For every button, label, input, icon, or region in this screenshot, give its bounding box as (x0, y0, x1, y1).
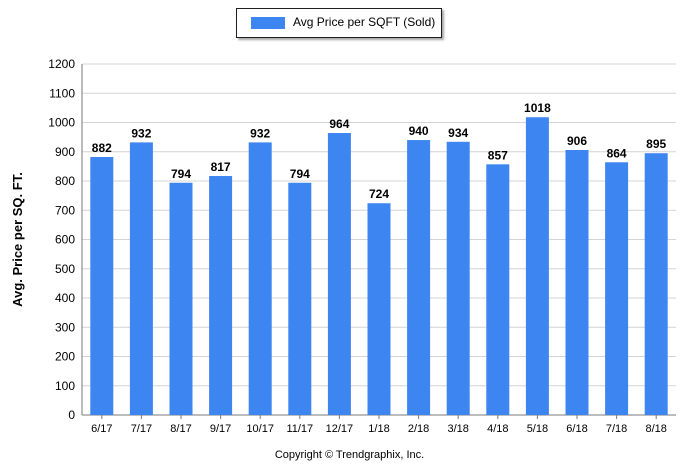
x-tick-label: 5/18 (527, 423, 548, 435)
x-tick-label: 8/17 (170, 423, 191, 435)
bar (169, 182, 193, 415)
bar (90, 157, 114, 415)
y-tick-label: 1200 (48, 57, 75, 71)
x-tick-label: 9/17 (210, 423, 231, 435)
bar (407, 140, 431, 416)
bar (565, 149, 589, 415)
data-label: 934 (448, 126, 468, 140)
y-tick-label: 800 (55, 174, 75, 188)
y-tick-label: 500 (55, 262, 75, 276)
x-tick-label: 3/18 (447, 423, 468, 435)
x-tick-label: 6/18 (566, 423, 587, 435)
bar (605, 162, 629, 415)
bar (644, 153, 668, 415)
legend-swatch (251, 17, 285, 29)
data-label: 724 (369, 187, 389, 201)
x-tick-label: 8/18 (645, 423, 666, 435)
y-tick-label: 600 (55, 233, 75, 247)
data-label: 1018 (524, 101, 551, 115)
bar (209, 176, 233, 415)
bar (367, 203, 391, 415)
data-label: 932 (131, 126, 151, 140)
copyright-text: Copyright © Trendgraphix, Inc. (274, 449, 425, 461)
x-tick-label: 12/17 (326, 423, 354, 435)
legend-label: Avg Price per SQFT (Sold) (293, 15, 436, 29)
data-label: 817 (211, 160, 231, 174)
data-label: 964 (329, 117, 349, 131)
x-tick-label: 7/17 (131, 423, 152, 435)
x-tick-label: 6/17 (91, 423, 112, 435)
data-label: 857 (488, 148, 508, 162)
y-tick-label: 900 (55, 145, 75, 159)
bar (525, 117, 549, 416)
bar (129, 142, 153, 415)
data-label: 932 (250, 126, 270, 140)
y-tick-label: 200 (55, 350, 75, 364)
bar (248, 142, 272, 415)
data-label: 864 (607, 146, 627, 160)
x-tick-label: 2/18 (408, 423, 429, 435)
bar (446, 141, 470, 415)
data-label: 794 (290, 167, 310, 181)
y-tick-label: 700 (55, 203, 75, 217)
data-label: 940 (409, 124, 429, 138)
x-tick-label: 10/17 (246, 423, 274, 435)
y-tick-label: 400 (55, 291, 75, 305)
x-tick-label: 7/18 (606, 423, 627, 435)
bar (327, 133, 351, 415)
y-tick-label: 300 (55, 320, 75, 334)
legend: Avg Price per SQFT (Sold) (236, 8, 442, 38)
y-tick-label: 1100 (49, 86, 75, 100)
y-tick-label: 100 (55, 379, 75, 393)
bar (486, 164, 510, 415)
x-tick-label: 4/18 (487, 423, 508, 435)
y-tick-label: 1000 (48, 116, 75, 130)
data-label: 906 (567, 134, 587, 148)
x-tick-label: 1/18 (368, 423, 389, 435)
data-label: 794 (171, 167, 191, 181)
bar (288, 182, 312, 415)
data-label: 895 (646, 137, 666, 151)
data-label: 882 (92, 141, 112, 155)
y-tick-label: 0 (68, 408, 75, 422)
y-axis-title: Avg. Price per SQ. FT. (10, 172, 25, 307)
x-tick-label: 11/17 (286, 423, 313, 435)
